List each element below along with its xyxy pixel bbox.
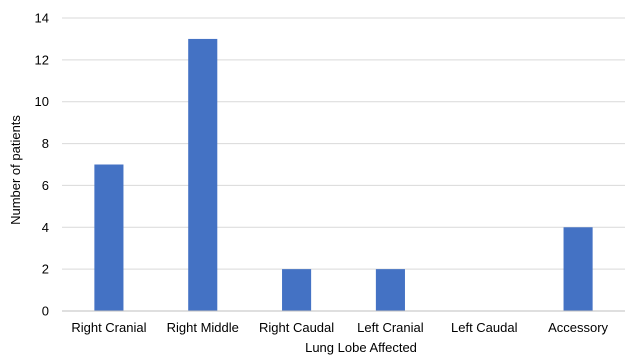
axes: 0 2 4 6 8 10 12 14 Right Cranial Right Middle Righ… [35,11,625,335]
y-tick-label: 2 [42,262,49,277]
y-tick-label: 4 [42,220,49,235]
y-axis-title: Number of patients [8,115,23,225]
bar [375,269,405,311]
x-axis-title: Lung Lobe Affected [305,340,417,355]
bar [188,38,218,312]
bar [282,269,312,311]
bars [94,38,593,312]
y-tick-label: 8 [42,136,49,151]
x-tick-label: Accessory [548,320,608,335]
y-tick-label: 14 [35,11,49,26]
x-tick-label: Right Middle [167,320,239,335]
bar [94,164,124,311]
y-tick-label: 0 [42,304,49,319]
y-tick-label: 6 [42,178,49,193]
y-tick-label: 10 [35,94,49,109]
gridlines [62,17,625,270]
bar [563,227,593,311]
x-tick-label: Left Cranial [357,320,424,335]
x-tick-label: Right Cranial [71,320,146,335]
y-tick-label: 12 [35,52,49,67]
x-tick-label: Left Caudal [451,320,518,335]
x-tick-label: Right Caudal [259,320,334,335]
